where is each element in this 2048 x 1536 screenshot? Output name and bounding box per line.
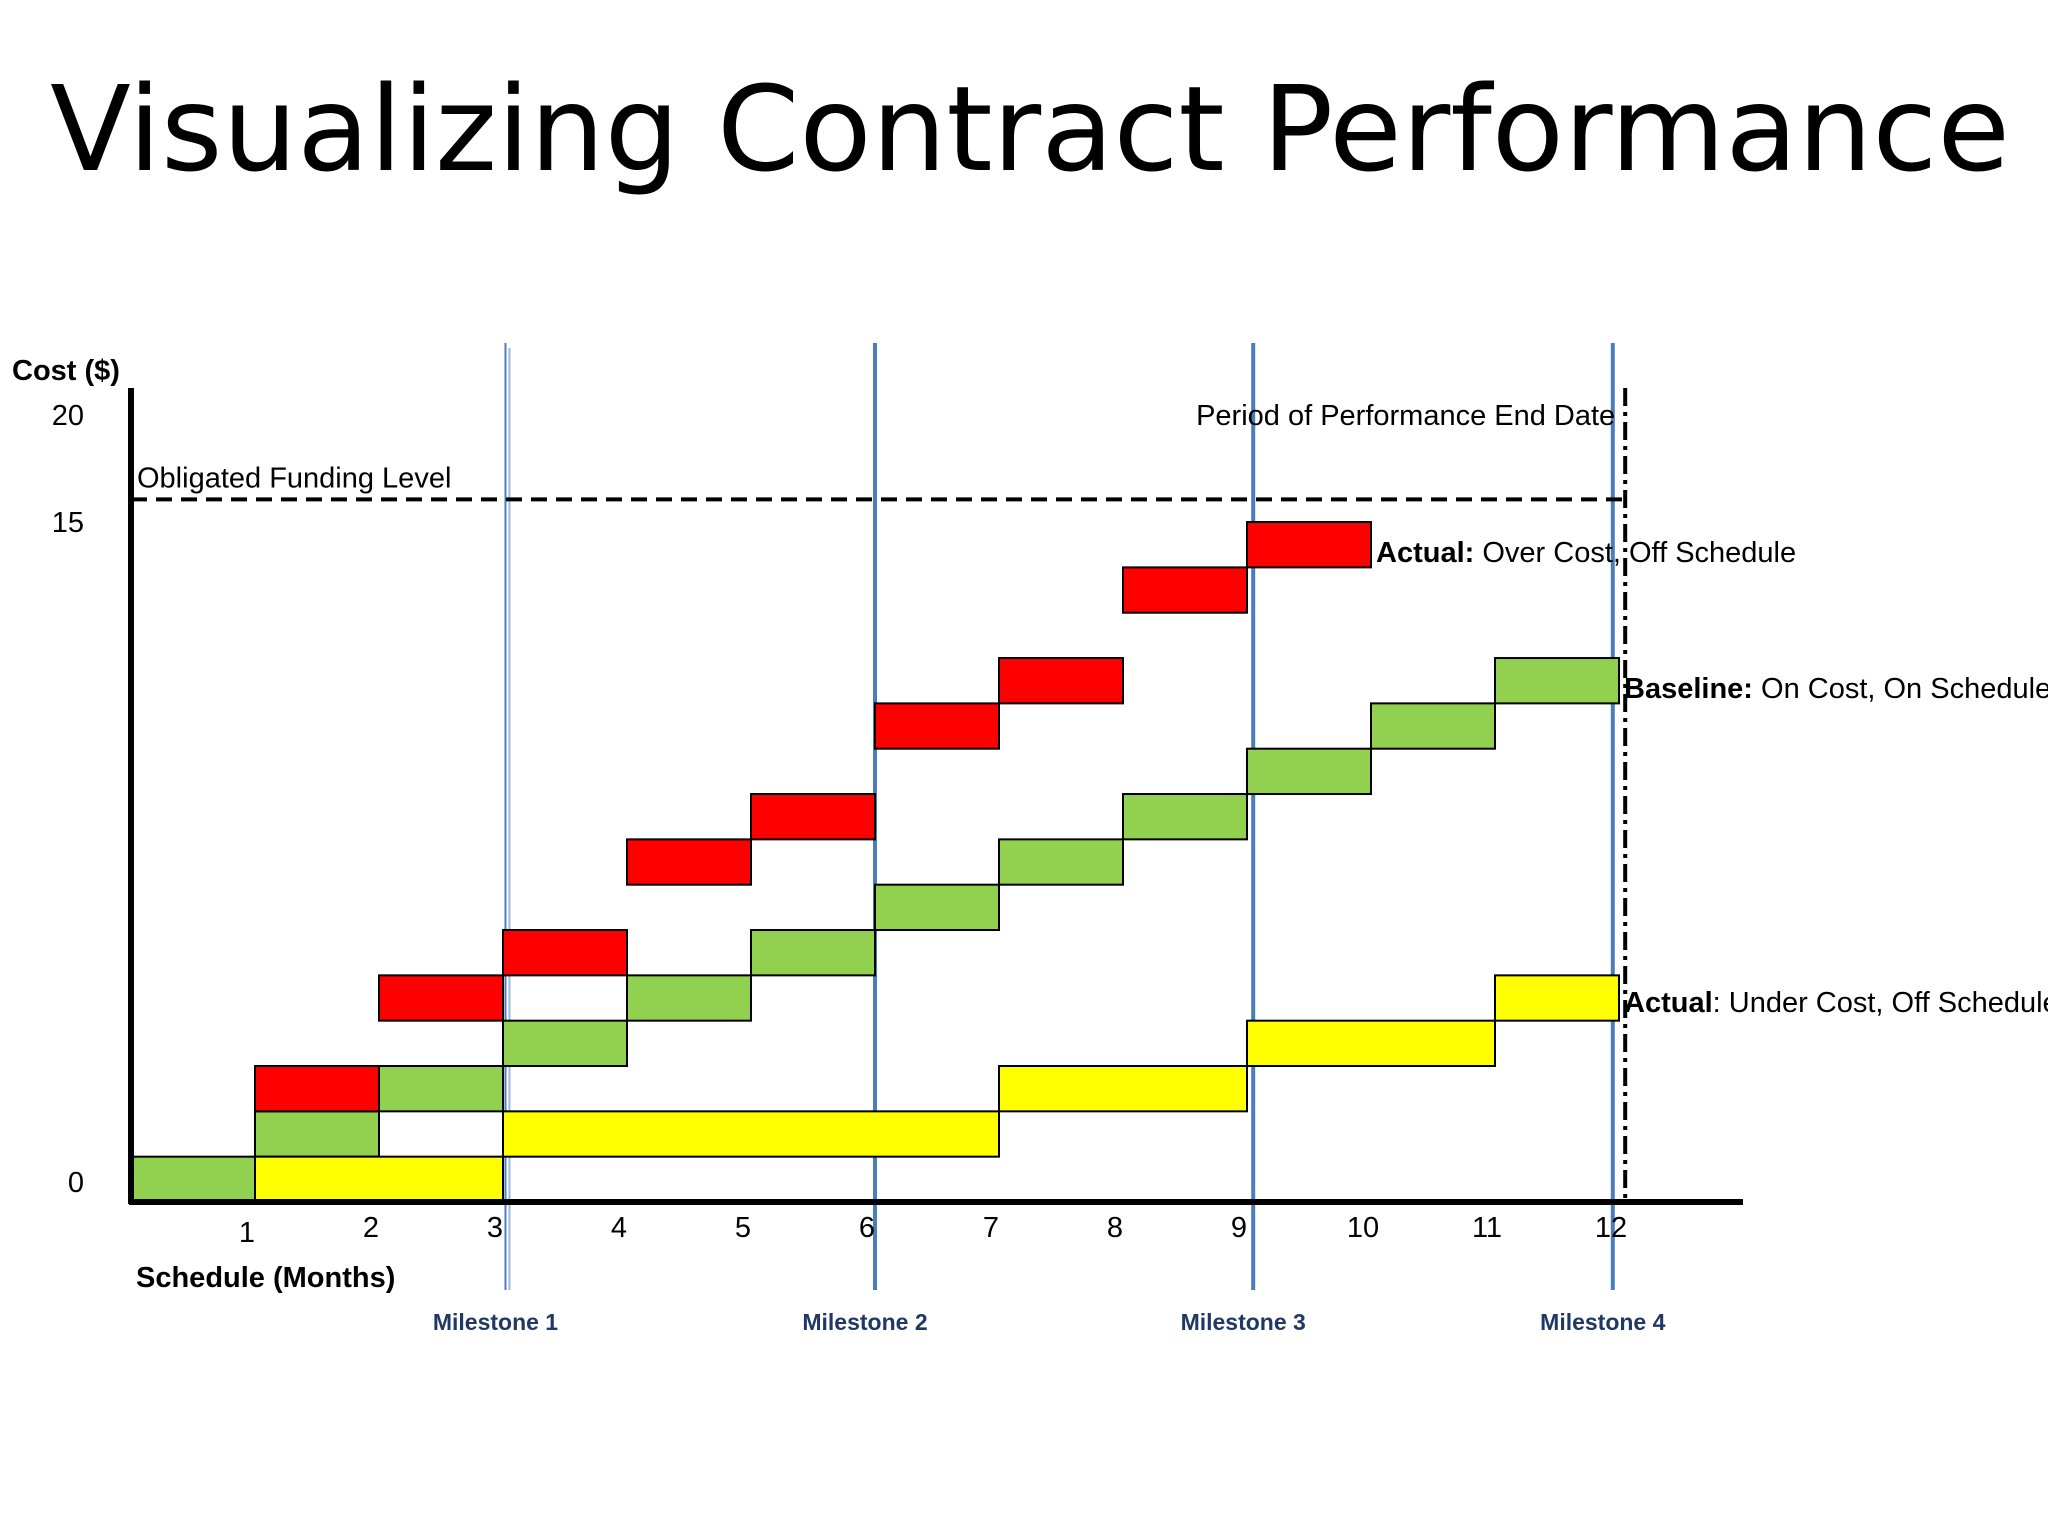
milestone-label: Milestone 1 [433,1309,558,1335]
over-segment [750,793,876,841]
baseline-segment [1246,747,1372,796]
slide-title: Visualizing Contract Performance [50,60,2010,198]
x-tick-label: 6 [859,1212,875,1244]
over-segment [874,702,1000,750]
baseline-series-label: Baseline: On Cost, On Schedule [1624,673,2048,705]
baseline-segment [1370,702,1496,750]
baseline-segment [502,1019,628,1068]
x-tick-label: 5 [735,1212,751,1244]
under-segment [1494,974,1620,1022]
x-axis-title: Schedule (Months) [136,1262,395,1294]
series-label-bold: Actual [1624,987,1713,1019]
over-series-label: Actual: Over Cost, Off Schedule [1376,537,1796,569]
series-label-text: : Under Cost, Off Schedule [1713,987,2048,1019]
baseline-segment [254,1110,380,1158]
series-label-bold: Baseline: [1624,673,1753,705]
baseline-segment [130,1155,256,1204]
under-segment [254,1155,504,1204]
axes [128,388,1743,1205]
baseline-segment [874,883,1000,932]
chart-labels: Milestone 1 Milestone 2 Milestone 3 Milesto… [12,355,2048,1335]
under-series-label: Actual: Under Cost, Off Schedule [1624,987,2048,1019]
milestone-label: Milestone 2 [802,1309,927,1335]
over-segment [1122,566,1248,614]
x-tick-label: 4 [611,1212,627,1244]
y-axis-title: Cost ($) [12,355,120,387]
funding-label: Obligated Funding Level [137,462,451,494]
y-tick-label: 15 [52,507,84,539]
milestone-label: Milestone 3 [1181,1309,1306,1335]
pop-end-label: Period of Performance End Date [1196,400,1615,432]
baseline-segment [998,838,1124,886]
milestone-label: Milestone 4 [1540,1309,1665,1335]
baseline-segment [1494,657,1620,705]
cost-step-bars [130,521,1620,1204]
baseline-segment [1122,793,1248,841]
over-segment [502,929,628,977]
x-tick-label: 7 [983,1212,999,1244]
under-segment [998,1065,1248,1113]
under-segment [1246,1019,1496,1068]
over-segment [254,1065,380,1113]
over-segment [378,974,504,1022]
over-segment [1246,521,1372,569]
x-tick-label: 11 [1472,1212,1502,1244]
baseline-segment [750,929,876,977]
over-segment [626,838,752,886]
baseline-segment [378,1065,504,1113]
y-tick-label: 0 [68,1167,84,1199]
x-tick-label: 12 [1595,1212,1627,1244]
y-tick-label: 20 [52,400,84,432]
series-label-text: Over Cost, Off Schedule [1474,537,1796,569]
x-tick-label: 2 [363,1212,379,1244]
series-label-text: On Cost, On Schedule [1753,673,2048,705]
under-segment [502,1110,1000,1158]
x-tick-label: 9 [1231,1212,1247,1244]
baseline-segment [626,974,752,1022]
x-tick-label: 8 [1107,1212,1123,1244]
x-tick-label: 3 [487,1212,503,1244]
x-tick-label: 1 [239,1217,255,1249]
x-tick-label: 10 [1347,1212,1379,1244]
over-segment [998,657,1124,705]
series-label-bold: Actual: [1376,537,1474,569]
